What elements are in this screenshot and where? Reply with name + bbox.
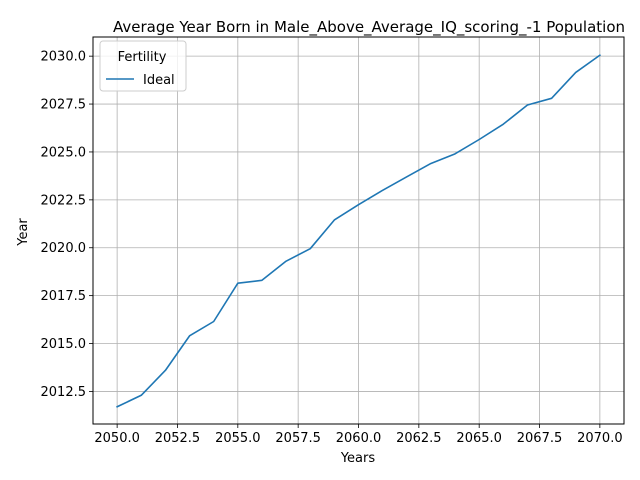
- legend-label-ideal: Ideal: [143, 73, 175, 88]
- y-tick-label: 2020.0: [41, 241, 87, 256]
- x-tick-label: 2050.0: [94, 431, 140, 446]
- x-axis: 2050.0 2052.5 2055.0 2057.5 2060.0 2062.5 2065…: [94, 424, 623, 446]
- y-tick-label: 2025.0: [41, 145, 87, 160]
- y-tick-label: 2022.5: [41, 193, 87, 208]
- series-line-ideal: [116, 54, 601, 408]
- x-tick-label: 2062.5: [396, 431, 442, 446]
- x-tick-label: 2052.5: [155, 431, 201, 446]
- grid: [93, 37, 624, 424]
- x-tick-label: 2055.0: [215, 431, 261, 446]
- x-tick-label: 2070.0: [577, 431, 623, 446]
- y-tick-label: 2027.5: [41, 98, 87, 113]
- x-tick-label: 2057.5: [275, 431, 321, 446]
- y-tick-label: 2012.5: [41, 385, 87, 400]
- legend-title: Fertility: [118, 50, 167, 65]
- y-tick-label: 2017.5: [41, 289, 87, 304]
- x-tick-label: 2065.0: [456, 431, 502, 446]
- y-tick-label: 2015.0: [41, 337, 87, 352]
- x-tick-label: 2067.5: [517, 431, 563, 446]
- x-tick-label: 2060.0: [336, 431, 382, 446]
- legend: Fertility Ideal: [99, 40, 187, 92]
- y-axis: 2012.5 2015.0 2017.5 2020.0 2022.5 2025.0 2027…: [41, 50, 93, 400]
- x-axis-label: Years: [340, 451, 376, 466]
- series-layer: [116, 54, 601, 408]
- y-tick-label: 2030.0: [41, 50, 87, 65]
- y-axis-label: Year: [16, 218, 31, 247]
- chart-title: Average Year Born in Male_Above_Average_…: [113, 18, 625, 37]
